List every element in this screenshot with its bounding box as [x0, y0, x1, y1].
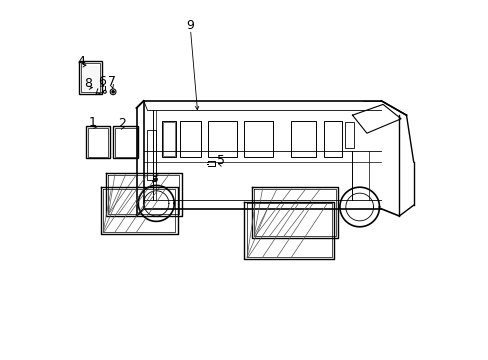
Text: 3: 3: [149, 172, 158, 185]
Bar: [113, 126, 138, 158]
Text: 4: 4: [77, 55, 85, 68]
Bar: [79, 61, 102, 94]
Bar: [81, 63, 101, 92]
Bar: [115, 128, 136, 157]
Bar: [86, 126, 109, 158]
Bar: [88, 128, 107, 157]
Text: 5: 5: [217, 154, 224, 167]
Bar: [208, 121, 237, 157]
Text: 2: 2: [118, 117, 126, 130]
Text: 6: 6: [98, 75, 106, 87]
Bar: [244, 121, 273, 157]
Bar: [323, 121, 341, 157]
Bar: [345, 122, 354, 148]
Circle shape: [112, 91, 114, 93]
Text: 1: 1: [88, 116, 96, 129]
Bar: [162, 121, 176, 157]
Bar: [146, 130, 155, 180]
Text: 9: 9: [186, 19, 194, 32]
Text: 7: 7: [108, 75, 116, 87]
Bar: [163, 122, 175, 156]
Bar: [291, 121, 316, 157]
Bar: [179, 121, 201, 157]
Text: 8: 8: [84, 77, 92, 90]
